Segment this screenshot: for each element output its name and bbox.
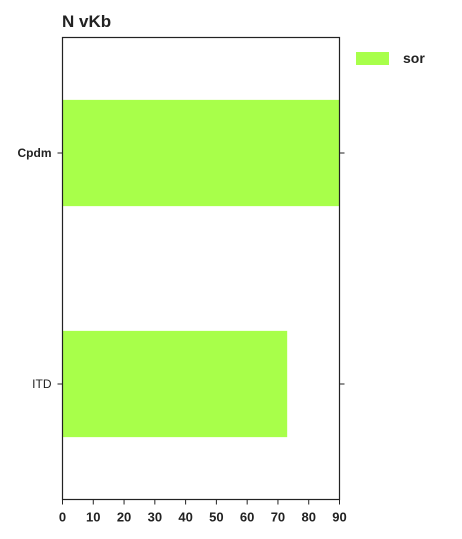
x-tick-label: 30 xyxy=(148,510,162,525)
y-tick-label: Cpdm xyxy=(18,146,52,160)
legend-swatch xyxy=(356,52,389,65)
x-tick-label: 0 xyxy=(59,510,66,525)
y-tick-label: ITD xyxy=(32,377,52,391)
x-tick-label: 80 xyxy=(301,510,315,525)
bar-itd xyxy=(62,330,288,438)
y-axis: Cpdm ITD xyxy=(18,146,345,391)
legend: sor xyxy=(356,50,425,66)
x-axis: 0 10 20 30 40 50 60 70 80 90 xyxy=(59,499,347,525)
legend-label: sor xyxy=(403,50,425,66)
x-tick-label: 90 xyxy=(332,510,346,525)
x-tick-label: 60 xyxy=(240,510,254,525)
x-tick-label: 10 xyxy=(86,510,100,525)
bars-layer xyxy=(62,99,340,438)
x-tick-label: 40 xyxy=(178,510,192,525)
x-tick-label: 20 xyxy=(117,510,131,525)
plot-frame xyxy=(61,36,341,501)
chart-title: N vKb xyxy=(62,12,111,31)
x-tick-label: 70 xyxy=(271,510,285,525)
bar-cpdm xyxy=(62,99,340,207)
x-tick-label: 50 xyxy=(209,510,223,525)
